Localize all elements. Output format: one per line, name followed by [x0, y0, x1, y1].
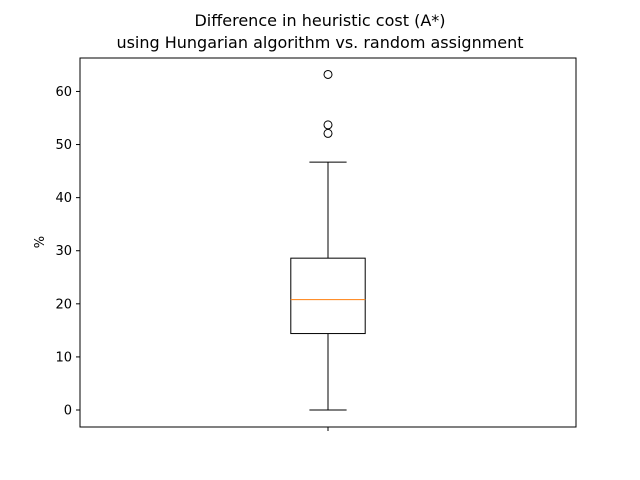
y-tick-label: 20	[55, 297, 72, 312]
y-tick-label: 40	[55, 191, 72, 206]
outlier-point	[323, 69, 333, 79]
box	[290, 257, 366, 335]
y-tick-label: 60	[55, 85, 72, 100]
chart-title-line-1: Difference in heuristic cost (A*)	[194, 11, 446, 30]
y-tick-label: 10	[55, 350, 72, 365]
y-axis: 0 10 20 30 40 50 60	[55, 85, 80, 419]
box-group	[290, 69, 366, 411]
outlier-point	[323, 120, 333, 130]
outlier-point	[323, 128, 333, 138]
y-axis-label: %	[33, 236, 48, 248]
y-tick-label: 0	[64, 404, 72, 419]
box-plots	[290, 69, 366, 411]
y-tick-label: 50	[55, 138, 72, 153]
chart-title-line-2: using Hungarian algorithm vs. random ass…	[116, 33, 524, 52]
y-tick-label: 30	[55, 244, 72, 259]
